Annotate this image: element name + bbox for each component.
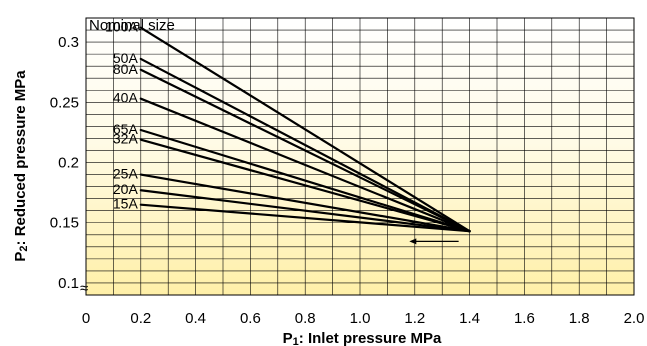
legend-title: Nominal size (89, 17, 175, 34)
series-line-15A (139, 203, 471, 233)
axis-break-symbol: ≈ (80, 280, 88, 297)
series-label-40A: 40A (113, 90, 139, 106)
series-line-50A (139, 57, 471, 233)
series-line-80A (139, 68, 471, 233)
series-line-25A (139, 173, 471, 233)
y-axis-title-rest: : Reduced pressure MPa (12, 70, 29, 246)
x-tick-label: 1.0 (350, 310, 371, 327)
series-label-65A: 65A (113, 121, 139, 137)
x-tick-label: 0 (82, 310, 90, 327)
x-axis-title-sub: 1 (293, 336, 299, 346)
x-axis-title: P1: Inlet pressure MPa (283, 330, 442, 346)
x-tick-label: 0.6 (240, 310, 261, 327)
y-axis-title-sub: 2 (18, 245, 30, 251)
x-tick-label: 1.2 (404, 310, 425, 327)
x-axis-title-rest: : Inlet pressure MPa (299, 330, 442, 346)
series-label-32A: 32A (113, 131, 139, 147)
series-label-100A: 100A (105, 19, 138, 35)
arrow-head (409, 238, 417, 245)
y-tick-labels: 0.1 0.15 0.2 0.25 0.3 (50, 34, 79, 292)
plot-border (85, 17, 635, 296)
x-tick-label: 0.2 (130, 310, 151, 327)
y-tick-label: 0.1 (58, 275, 79, 292)
grid (86, 18, 634, 295)
series-label-15A: 15A (113, 196, 139, 212)
y-axis-title-main: P (12, 252, 29, 262)
x-tick-label: 1.4 (459, 310, 480, 327)
x-tick-labels: 0 0.2 0.4 0.6 0.8 1.0 1.2 1.4 1.6 1.8 2.0 (82, 310, 645, 327)
series-label-50A: 50A (113, 50, 139, 66)
x-tick-label: 0.4 (185, 310, 206, 327)
y-axis-title: P2: Reduced pressure MPa (12, 70, 30, 262)
x-tick-label: 1.6 (514, 310, 535, 327)
y-tick-label: 0.15 (50, 215, 79, 232)
x-tick-label: 0.8 (295, 310, 316, 327)
series-label-25A: 25A (113, 166, 139, 182)
series-line-40A (139, 97, 471, 233)
x-tick-label: 2.0 (624, 310, 645, 327)
series-line-65A (139, 128, 471, 233)
series-label-80A: 80A (113, 61, 139, 77)
y-tick-label: 0.2 (58, 155, 79, 172)
x-tick-label: 1.8 (569, 310, 590, 327)
direction-arrow (409, 238, 459, 245)
y-tick-label: 0.25 (50, 94, 79, 111)
series-line-32A (139, 138, 471, 233)
series-label-20A: 20A (113, 181, 139, 197)
series-line-20A (139, 189, 471, 233)
series-lines (139, 26, 471, 233)
y-tick-label: 0.3 (58, 34, 79, 51)
series-line-100A (139, 26, 471, 233)
x-axis-title-main: P (283, 330, 293, 346)
